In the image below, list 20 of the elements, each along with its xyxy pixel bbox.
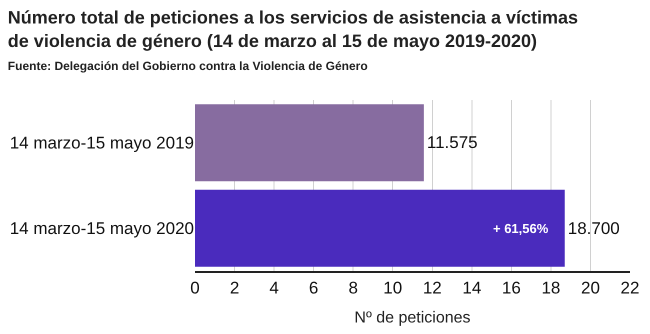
x-tick-label: 10 xyxy=(383,278,402,298)
x-tick-label: 0 xyxy=(190,278,200,298)
y-tick-label: 14 marzo-15 mayo 2020 xyxy=(10,219,194,238)
annotation: + 61,56% xyxy=(493,221,549,236)
x-tick-label: 14 xyxy=(462,278,482,298)
data-label: 11.575 xyxy=(426,133,478,152)
x-tick-label: 8 xyxy=(348,278,358,298)
x-tick-label: 2 xyxy=(230,278,240,298)
x-tick-label: 20 xyxy=(580,278,600,298)
x-tick-label: 6 xyxy=(308,278,318,298)
chart-subtitle: Fuente: Delegación del Gobierno contra la Violencia de Género xyxy=(8,59,368,74)
x-tick-label: 12 xyxy=(422,278,442,298)
x-axis-title: Nº de peticiones xyxy=(354,310,471,327)
x-tick-label: 4 xyxy=(269,278,279,298)
x-tick-label: 22 xyxy=(620,278,640,298)
x-tick-label: 18 xyxy=(541,278,560,298)
chart-title: Número total de peticiones a los servicios de asistencia a víctimas de violencia de género (14 de marzo al 15 de mayo 2019-2020) xyxy=(8,7,578,51)
data-label: 18.700 xyxy=(568,218,620,238)
x-tick-label: 16 xyxy=(502,278,521,298)
y-tick-label: 14 marzo-15 mayo 2019 xyxy=(10,134,194,153)
